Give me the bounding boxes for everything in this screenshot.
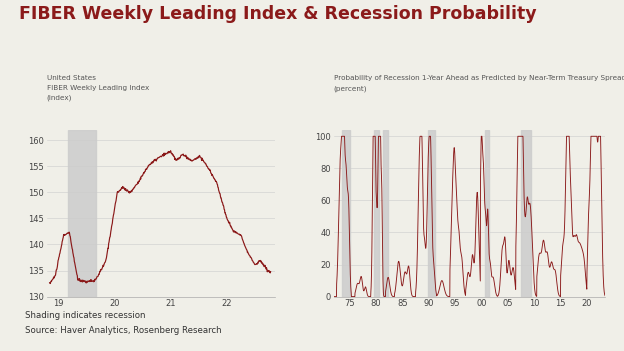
Bar	[342, 130, 349, 297]
Text: Probability of Recession 1-Year Ahead as Predicted by Near-Term Treasury Spread: Probability of Recession 1-Year Ahead as…	[334, 75, 624, 81]
Bar	[427, 130, 435, 297]
Bar	[485, 130, 489, 297]
Text: Source: Haver Analytics, Rosenberg Research: Source: Haver Analytics, Rosenberg Resea…	[25, 326, 222, 336]
Bar	[67, 130, 95, 297]
Bar	[383, 130, 388, 297]
Text: FIBER Weekly Leading Index: FIBER Weekly Leading Index	[47, 85, 149, 91]
Text: (index): (index)	[47, 95, 72, 101]
Text: FIBER Weekly Leading Index & Recession Probability: FIBER Weekly Leading Index & Recession P…	[19, 5, 537, 23]
Text: Shading indicates recession: Shading indicates recession	[25, 311, 145, 320]
Text: United States: United States	[47, 75, 96, 81]
Bar	[374, 130, 379, 297]
Text: (percent): (percent)	[334, 85, 368, 92]
Bar	[521, 130, 532, 297]
